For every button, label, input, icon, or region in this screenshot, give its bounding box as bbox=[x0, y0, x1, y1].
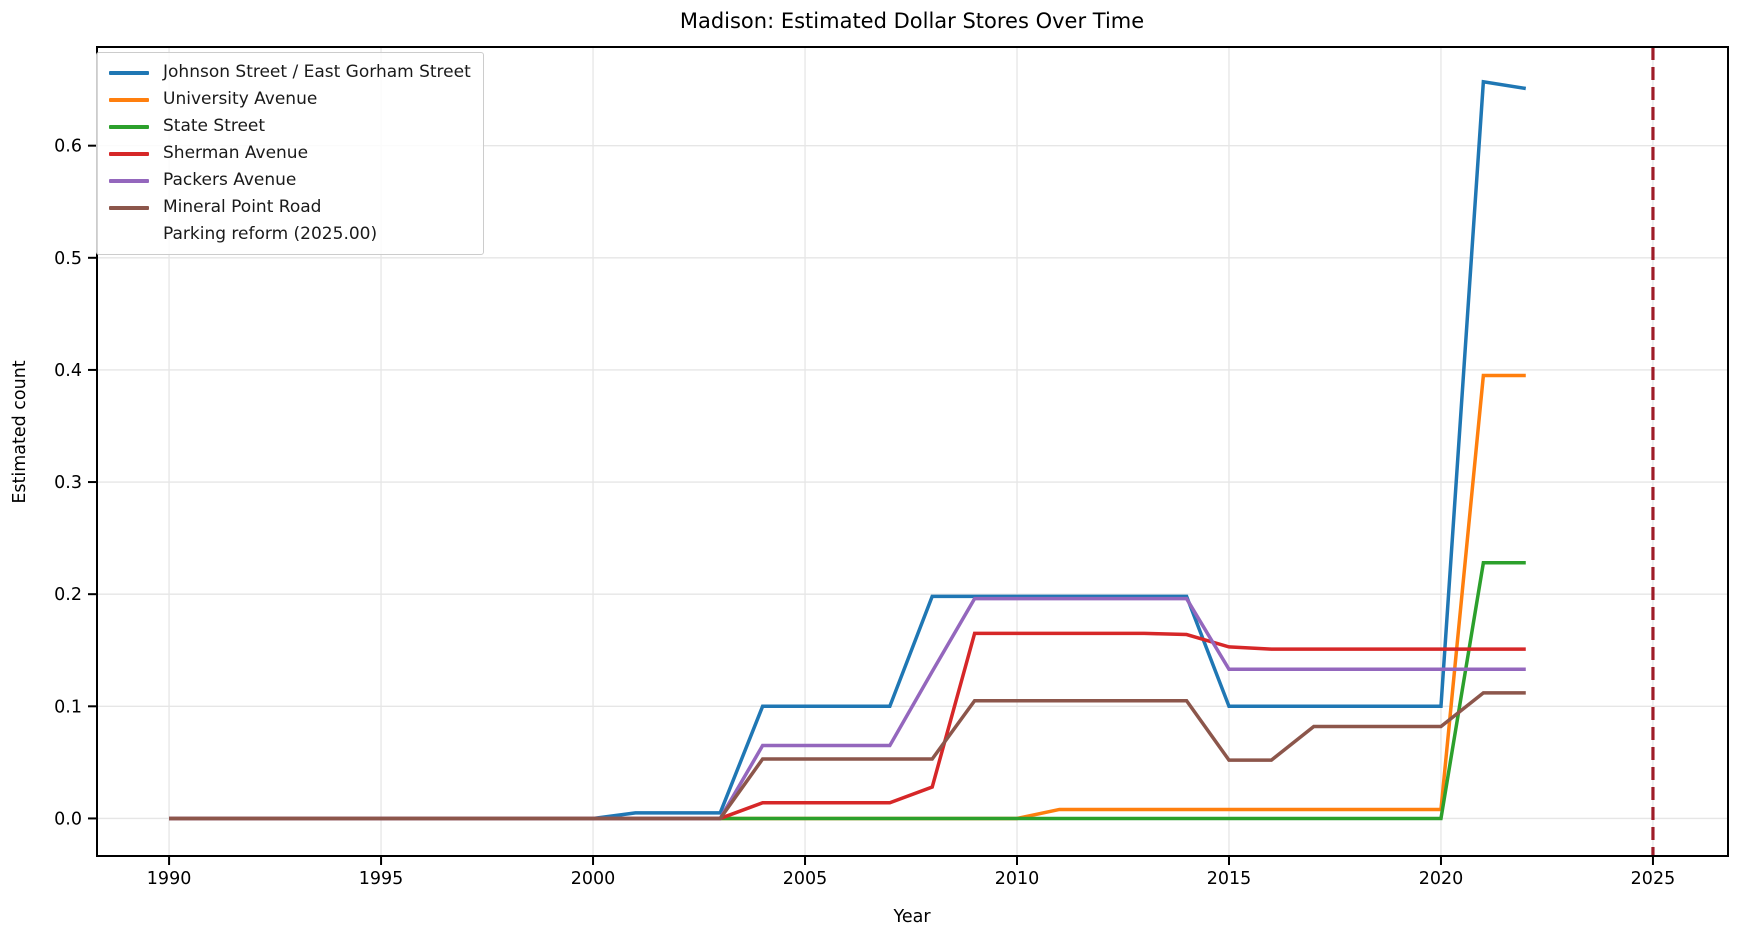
series-line-mineral-point-road bbox=[169, 691, 1526, 821]
x-tick-label-2000: 2000 bbox=[571, 869, 616, 889]
legend-item-state-street: State Street bbox=[109, 113, 471, 140]
x-tick-label-2005: 2005 bbox=[783, 869, 828, 889]
legend-line-swatch-packers-avenue bbox=[109, 178, 149, 183]
x-tick-label-1995: 1995 bbox=[359, 869, 404, 889]
y-tick-label-0.4: 0.4 bbox=[54, 361, 82, 381]
series-line-state-street bbox=[169, 561, 1526, 821]
legend-line-swatch-state-street bbox=[109, 124, 149, 129]
x-tick-label-2010: 2010 bbox=[995, 869, 1040, 889]
axes-frame bbox=[96, 46, 1729, 857]
legend-item-sherman-avenue: Sherman Avenue bbox=[109, 140, 471, 167]
legend-label-packers-avenue: Packers Avenue bbox=[163, 170, 297, 190]
y-tick-label-0.1: 0.1 bbox=[54, 697, 82, 717]
legend-item-university-avenue: University Avenue bbox=[109, 86, 471, 113]
y-tick-label-0.3: 0.3 bbox=[54, 473, 82, 493]
legend-label-state-street: State Street bbox=[163, 116, 266, 136]
x-tick-label-1990: 1990 bbox=[147, 869, 192, 889]
legend: Johnson Street / East Gorham Street Unive… bbox=[96, 52, 484, 255]
x-tick-label-2025: 2025 bbox=[1631, 869, 1676, 889]
axis-ticks: 1990 1995 2000 2005 2010 2015 2020 2025 0.0 0.1 0.… bbox=[54, 137, 1675, 889]
legend-label-johnson-street-east-gorham-street: Johnson Street / East Gorham Street bbox=[163, 62, 471, 82]
series-line-university-avenue bbox=[169, 373, 1526, 821]
x-tick-label-2020: 2020 bbox=[1419, 869, 1464, 889]
legend-item-mineral-point-road: Mineral Point Road bbox=[109, 194, 471, 221]
y-tick-label-0.5: 0.5 bbox=[54, 249, 82, 269]
series-line-packers-avenue bbox=[169, 596, 1526, 821]
series-lines bbox=[169, 79, 1527, 821]
legend-label-parking-reform-2025-00: Parking reform (2025.00) bbox=[163, 224, 378, 244]
x-tick-label-2015: 2015 bbox=[1207, 869, 1252, 889]
legend-item-johnson-street-east-gorham-street: Johnson Street / East Gorham Street bbox=[109, 59, 471, 86]
legend-label-sherman-avenue: Sherman Avenue bbox=[163, 143, 309, 163]
legend-line-swatch-university-avenue bbox=[109, 97, 149, 102]
y-tick-label-0.6: 0.6 bbox=[54, 137, 82, 157]
legend-label-university-avenue: University Avenue bbox=[163, 89, 318, 109]
legend-dashed-line-swatch-parking-reform-2025-00 bbox=[109, 233, 149, 237]
y-tick-label-0.0: 0.0 bbox=[54, 809, 82, 829]
legend-item-packers-avenue: Packers Avenue bbox=[109, 167, 471, 194]
legend-label-mineral-point-road: Mineral Point Road bbox=[163, 197, 322, 217]
legend-line-swatch-sherman-avenue bbox=[109, 151, 149, 156]
gridlines bbox=[97, 47, 1728, 856]
y-axis-label: Estimated count bbox=[10, 360, 30, 504]
x-axis-label: Year bbox=[893, 907, 931, 927]
legend-line-swatch-johnson-street-east-gorham-street bbox=[109, 70, 149, 75]
chart-title: Madison: Estimated Dollar Stores Over Ti… bbox=[679, 9, 1145, 33]
legend-item-parking-reform-2025-00: Parking reform (2025.00) bbox=[109, 221, 471, 248]
y-tick-label-0.2: 0.2 bbox=[54, 585, 82, 605]
legend-line-swatch-mineral-point-road bbox=[109, 205, 149, 210]
